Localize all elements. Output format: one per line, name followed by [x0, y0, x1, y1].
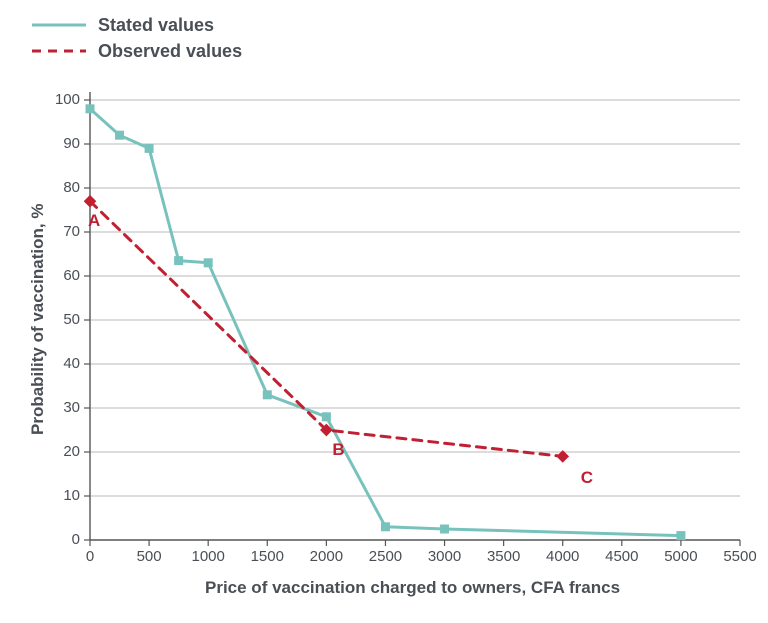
plot-area	[0, 0, 768, 623]
x-tick-label: 3500	[484, 548, 524, 565]
x-tick-label: 500	[129, 548, 169, 565]
y-tick-label: 50	[63, 311, 80, 328]
x-tick-label: 5500	[720, 548, 760, 565]
y-tick-label: 70	[63, 223, 80, 240]
series-point-label: A	[88, 211, 100, 231]
series-point-label: B	[332, 440, 344, 460]
y-tick-label: 10	[63, 487, 80, 504]
chart-container: { "chart": { "type": "line", "width_px":…	[0, 0, 768, 623]
y-tick-label: 20	[63, 443, 80, 460]
x-tick-label: 2000	[306, 548, 346, 565]
y-tick-label: 80	[63, 179, 80, 196]
x-tick-label: 1000	[188, 548, 228, 565]
y-tick-label: 100	[55, 91, 80, 108]
y-tick-label: 40	[63, 355, 80, 372]
x-tick-label: 4000	[543, 548, 583, 565]
x-tick-label: 0	[70, 548, 110, 565]
x-tick-label: 1500	[247, 548, 287, 565]
y-axis-title: Probability of vaccination, %	[28, 204, 48, 435]
x-axis-title: Price of vaccination charged to owners, …	[205, 578, 620, 598]
x-tick-label: 3000	[425, 548, 465, 565]
x-tick-label: 5000	[661, 548, 701, 565]
y-tick-label: 60	[63, 267, 80, 284]
x-tick-label: 4500	[602, 548, 642, 565]
series-point-label: C	[581, 468, 593, 488]
x-tick-label: 2500	[365, 548, 405, 565]
y-tick-label: 90	[63, 135, 80, 152]
y-tick-label: 0	[72, 531, 80, 548]
y-tick-label: 30	[63, 399, 80, 416]
